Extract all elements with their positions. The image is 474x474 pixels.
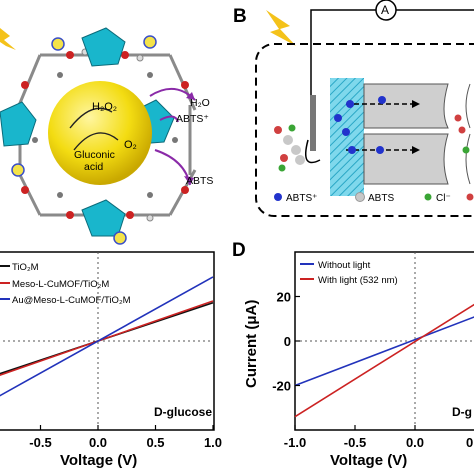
cu-clusters: [0, 27, 175, 237]
purple-arrowhead-1: [186, 92, 195, 100]
label-h2o2: H₂O₂: [92, 101, 117, 113]
label-o2: O₂: [124, 139, 137, 151]
cluster-left: [0, 101, 37, 147]
reaction-arrows: [69, 107, 119, 151]
label-gluconic: Gluconic: [74, 149, 115, 161]
panel-letter-d: D: [232, 240, 246, 261]
cluster-bottom: [81, 199, 126, 237]
atoms: [21, 48, 189, 222]
panel-letter-b: B: [233, 6, 247, 27]
label-abts-plus-a: ABTS⁺: [176, 113, 209, 125]
label-h2o: H₂O: [190, 97, 210, 109]
enzyme-blobs: [11, 35, 157, 245]
lightning-bolt-a-icon: [0, 28, 16, 50]
label-acid: acid: [84, 161, 103, 173]
purple-arrowhead-2: [184, 176, 194, 185]
cluster-top: [81, 27, 126, 67]
label-abts-a: ABTS: [186, 175, 213, 187]
